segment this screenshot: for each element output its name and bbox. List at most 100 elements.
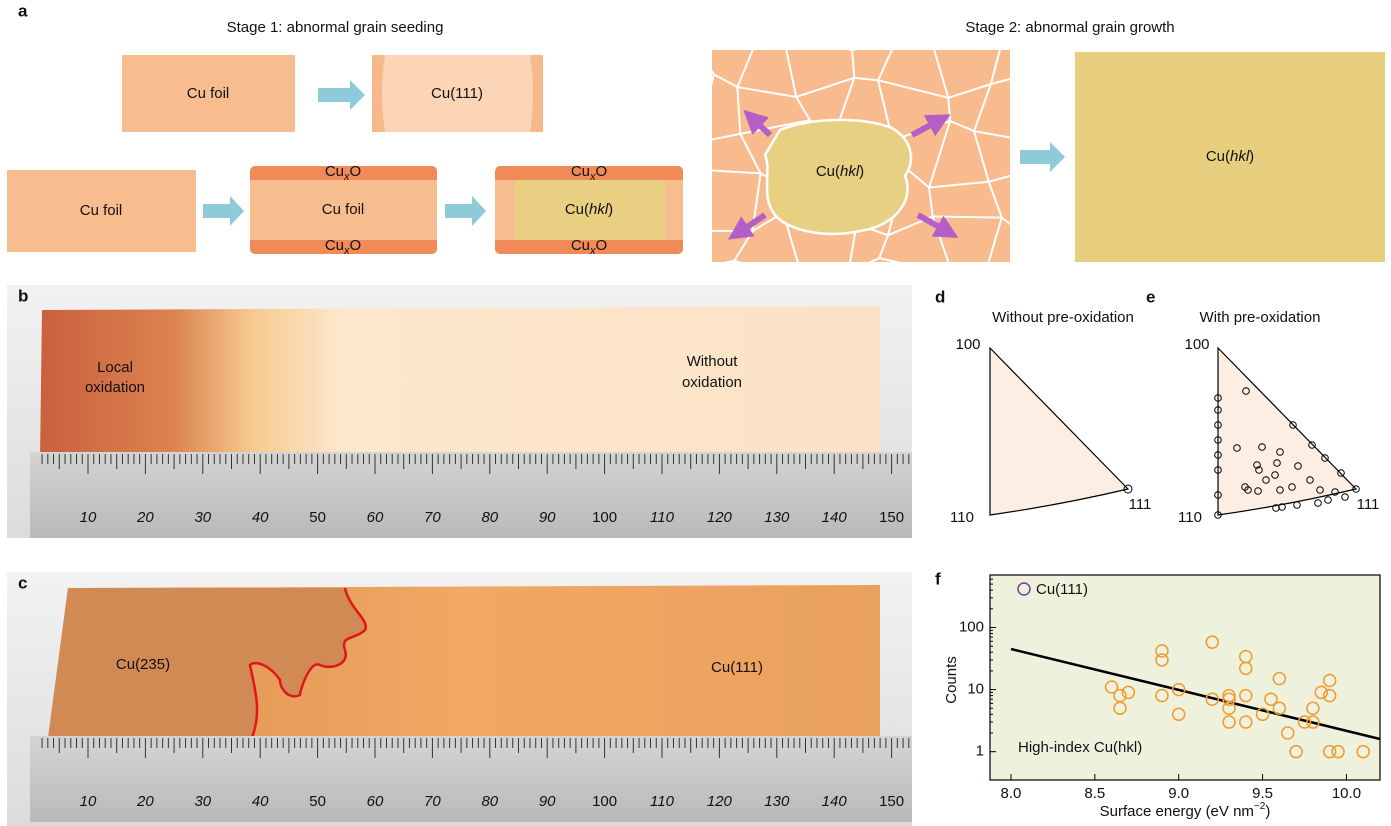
arrow [1020,142,1065,172]
figure: a Stage 1: abnormal grain seeding Stage 2:… [0,0,1391,826]
foil [40,306,880,460]
text-part: −2 [1254,801,1266,812]
text-part: O [350,237,362,254]
ruler-label: 40 [252,793,269,810]
y-tick-label: 100 [959,618,984,635]
orientation-point [1325,497,1332,504]
grain-boundary [700,36,758,52]
x-tick-label: 9.0 [1168,785,1189,802]
label: 111 [1129,496,1152,513]
text-part: Cu [571,163,590,180]
label: Cu foil [187,85,230,102]
ruler-label: 10 [80,793,97,810]
arrow [203,196,244,226]
orientation-point [1294,502,1301,509]
text-part: Surface energy (eV nm [1100,803,1254,820]
label: Without pre-oxidation [992,309,1134,326]
grain-boundary [1024,75,1045,143]
text-part: ) [1265,803,1270,820]
text-part: hkl [1230,148,1250,165]
ruler-label: 140 [822,509,848,526]
label: Cu(111) [711,659,763,676]
ruler-label: 120 [707,793,733,810]
grain-boundary [1025,236,1029,260]
label: Cu foil [80,202,123,219]
label: Cu(hkl) [565,201,613,218]
ruler-label: 70 [424,509,441,526]
x-tick-label: 10.0 [1332,785,1361,802]
legend-label: Cu(111) [1036,581,1088,598]
grain-boundary [984,259,1029,278]
arrow [445,196,486,226]
grain-boundary [933,216,1002,217]
ruler-label: 50 [309,793,326,810]
ruler-label: 120 [707,509,733,526]
y-tick-label: 1 [976,743,984,760]
grain-boundary [782,31,852,51]
label: Local [97,359,133,376]
grain-boundary [696,74,713,142]
label: oxidation [682,374,742,391]
grain-boundary [1024,49,1031,76]
text-part: O [596,237,608,254]
grain-boundary [895,28,928,43]
text-part: ) [1249,148,1254,165]
grain-boundary [758,31,782,37]
grain-boundary [803,273,848,281]
ruler-label: 60 [367,793,384,810]
grain-boundary [953,275,984,279]
orientation-point [1315,500,1322,507]
arrow [318,80,365,110]
ruler-label: 130 [764,509,790,526]
text-part: O [350,163,362,180]
label: 100 [1184,336,1209,353]
label: Cu(hkl) [816,163,864,180]
grain-boundary [687,169,707,231]
label: 111 [1357,496,1380,513]
x-axis-label: Surface energy (eV nm−2) [1100,801,1271,820]
text-part: hkl [840,163,860,180]
series-label: High-index Cu(hkl) [1018,739,1142,756]
ruler-label: 40 [252,509,269,526]
ruler-label: 50 [309,509,326,526]
label: Cu(111) [431,85,483,102]
ruler-label: 110 [650,793,675,810]
ruler-label: 10 [80,509,97,526]
ipf-triangle [990,348,1128,515]
label: e [1146,287,1155,306]
grain-boundary [1025,166,1046,236]
panel-a-shapes [7,28,1385,280]
text-part: Cu( [816,163,840,180]
text-part: ) [859,163,864,180]
ruler-label: 30 [194,509,211,526]
text-part: O [596,163,608,180]
grain-boundary [700,52,714,74]
ruler-label: 100 [592,509,617,526]
label: c [18,573,27,592]
label: CuxO [325,163,361,183]
label: CuxO [325,237,361,257]
label: CuxO [571,163,607,183]
x-tick-label: 8.5 [1084,785,1105,802]
text-part: Cu [325,163,344,180]
text-part: Cu( [565,201,589,218]
ruler-label: 80 [481,509,498,526]
label: a [18,1,28,20]
label: Without [687,353,739,370]
grain-boundary [687,143,696,169]
grain-boundary [734,261,803,280]
ruler-label: 150 [879,509,904,526]
ruler-label: 90 [539,793,556,810]
text-part: hkl [589,201,609,218]
ruler-label: 80 [481,793,498,810]
ruler-label: 30 [194,793,211,810]
grain-boundary [707,231,711,266]
label: Cu(235) [116,656,170,673]
ipf-triangle [1218,348,1356,515]
label: 110 [1178,509,1202,526]
text-part: Cu [571,237,590,254]
ruler-label: 140 [822,793,848,810]
label: Stage 2: abnormal grain growth [965,19,1174,36]
label: Stage 1: abnormal grain seeding [227,19,444,36]
ruler-label: 60 [367,509,384,526]
